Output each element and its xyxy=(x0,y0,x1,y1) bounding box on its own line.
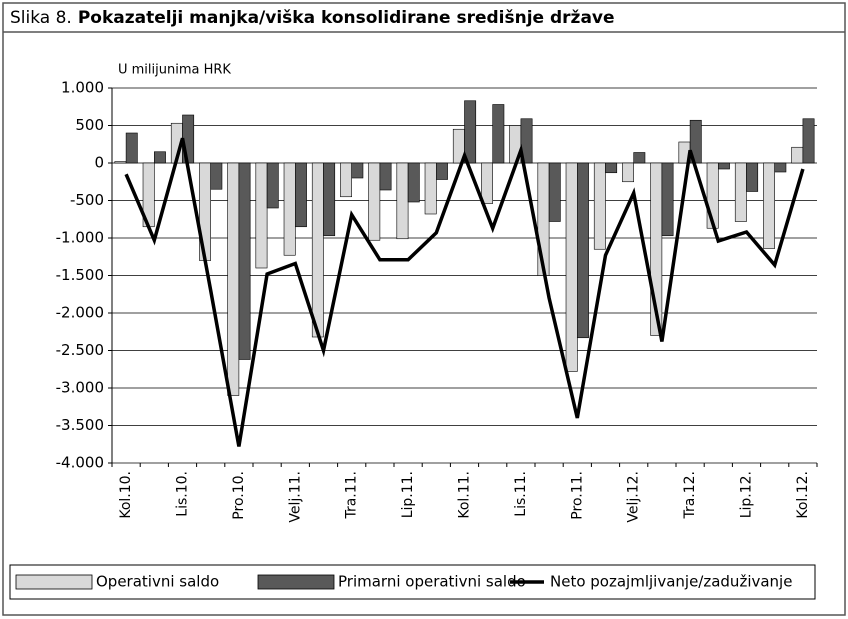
bar xyxy=(576,162,589,339)
bar xyxy=(379,162,392,191)
bar xyxy=(294,162,307,228)
line xyxy=(124,137,805,447)
bar xyxy=(661,162,674,237)
x-tick-label: Pro.10. xyxy=(231,471,247,520)
x-tick-label: Velj.12. xyxy=(626,471,642,523)
y-tick-label: -1.000 xyxy=(56,229,104,247)
bar xyxy=(311,162,324,338)
legend-swatch xyxy=(15,574,93,590)
bar xyxy=(774,162,787,173)
x-tick-label: Tra.11. xyxy=(344,471,360,520)
bar xyxy=(605,162,618,174)
bar xyxy=(548,162,561,222)
figure-label-text: Slika 8. xyxy=(10,8,72,28)
bar xyxy=(435,162,448,180)
bar xyxy=(227,162,240,396)
bar xyxy=(114,161,127,164)
bar xyxy=(255,162,268,269)
bar xyxy=(323,162,336,237)
y-tick-label: 500 xyxy=(75,116,104,134)
bar xyxy=(650,162,663,336)
legend-label: Operativni saldo xyxy=(96,573,219,591)
bar xyxy=(537,162,550,276)
y-tick-label: -3.000 xyxy=(56,379,104,397)
y-tick-label: -1.500 xyxy=(56,266,104,284)
x-tick-label: Lip.11. xyxy=(400,471,416,518)
bar xyxy=(717,162,730,170)
legend-box xyxy=(9,564,816,600)
bar xyxy=(802,118,815,164)
bar xyxy=(492,104,505,164)
bar xyxy=(368,162,381,241)
bar xyxy=(622,162,634,183)
bar xyxy=(633,152,646,164)
x-tick-label: Lis.11. xyxy=(513,471,529,517)
bar xyxy=(424,162,437,215)
x-tick-label: Kol.11. xyxy=(457,471,473,519)
bar xyxy=(746,162,759,192)
y-axis-label: U milijunima HRK xyxy=(118,63,231,78)
y-tick-label: -2.000 xyxy=(56,304,104,322)
bar xyxy=(238,162,251,360)
x-tick-label: Kol.10. xyxy=(118,471,134,519)
x-tick-label: Kol.12. xyxy=(795,471,811,519)
bar xyxy=(481,162,494,204)
bar xyxy=(266,162,279,209)
bar xyxy=(407,162,420,203)
bar xyxy=(283,162,296,256)
legend-label: Neto pozajmljivanje/zaduživanje xyxy=(550,573,792,591)
bar xyxy=(791,146,804,164)
y-tick-label: 0 xyxy=(94,154,104,172)
bar xyxy=(125,132,138,164)
bar xyxy=(734,162,747,222)
y-tick-label: 1.000 xyxy=(61,79,104,97)
y-tick-label: -3.500 xyxy=(56,416,104,434)
bar xyxy=(210,162,223,190)
x-tick-label: Pro.11. xyxy=(569,471,585,520)
bar xyxy=(351,162,364,179)
figure-label: Slika 8. Pokazatelji manjka/viška konsoli… xyxy=(10,8,615,28)
bar xyxy=(154,151,166,164)
bar xyxy=(520,118,533,164)
chart-title: Pokazatelji manjka/viška konsolidirane s… xyxy=(78,8,615,28)
x-tick-label: Velj.11. xyxy=(287,471,303,523)
x-tick-label: Tra.12. xyxy=(682,471,698,520)
x-tick-label: Lip.12. xyxy=(739,471,755,518)
legend-label: Primarni operativni saldo xyxy=(338,573,526,591)
bar xyxy=(340,162,353,198)
bar xyxy=(593,162,606,250)
y-tick-label: -4.000 xyxy=(56,454,104,472)
bar xyxy=(464,100,477,164)
y-tick-label: -500 xyxy=(70,191,104,209)
bar xyxy=(396,162,409,240)
y-tick-label: -2.500 xyxy=(56,341,104,359)
legend-swatch xyxy=(257,574,335,590)
bar xyxy=(565,162,578,372)
x-tick-label: Lis.10. xyxy=(175,471,191,517)
bar xyxy=(763,162,775,249)
